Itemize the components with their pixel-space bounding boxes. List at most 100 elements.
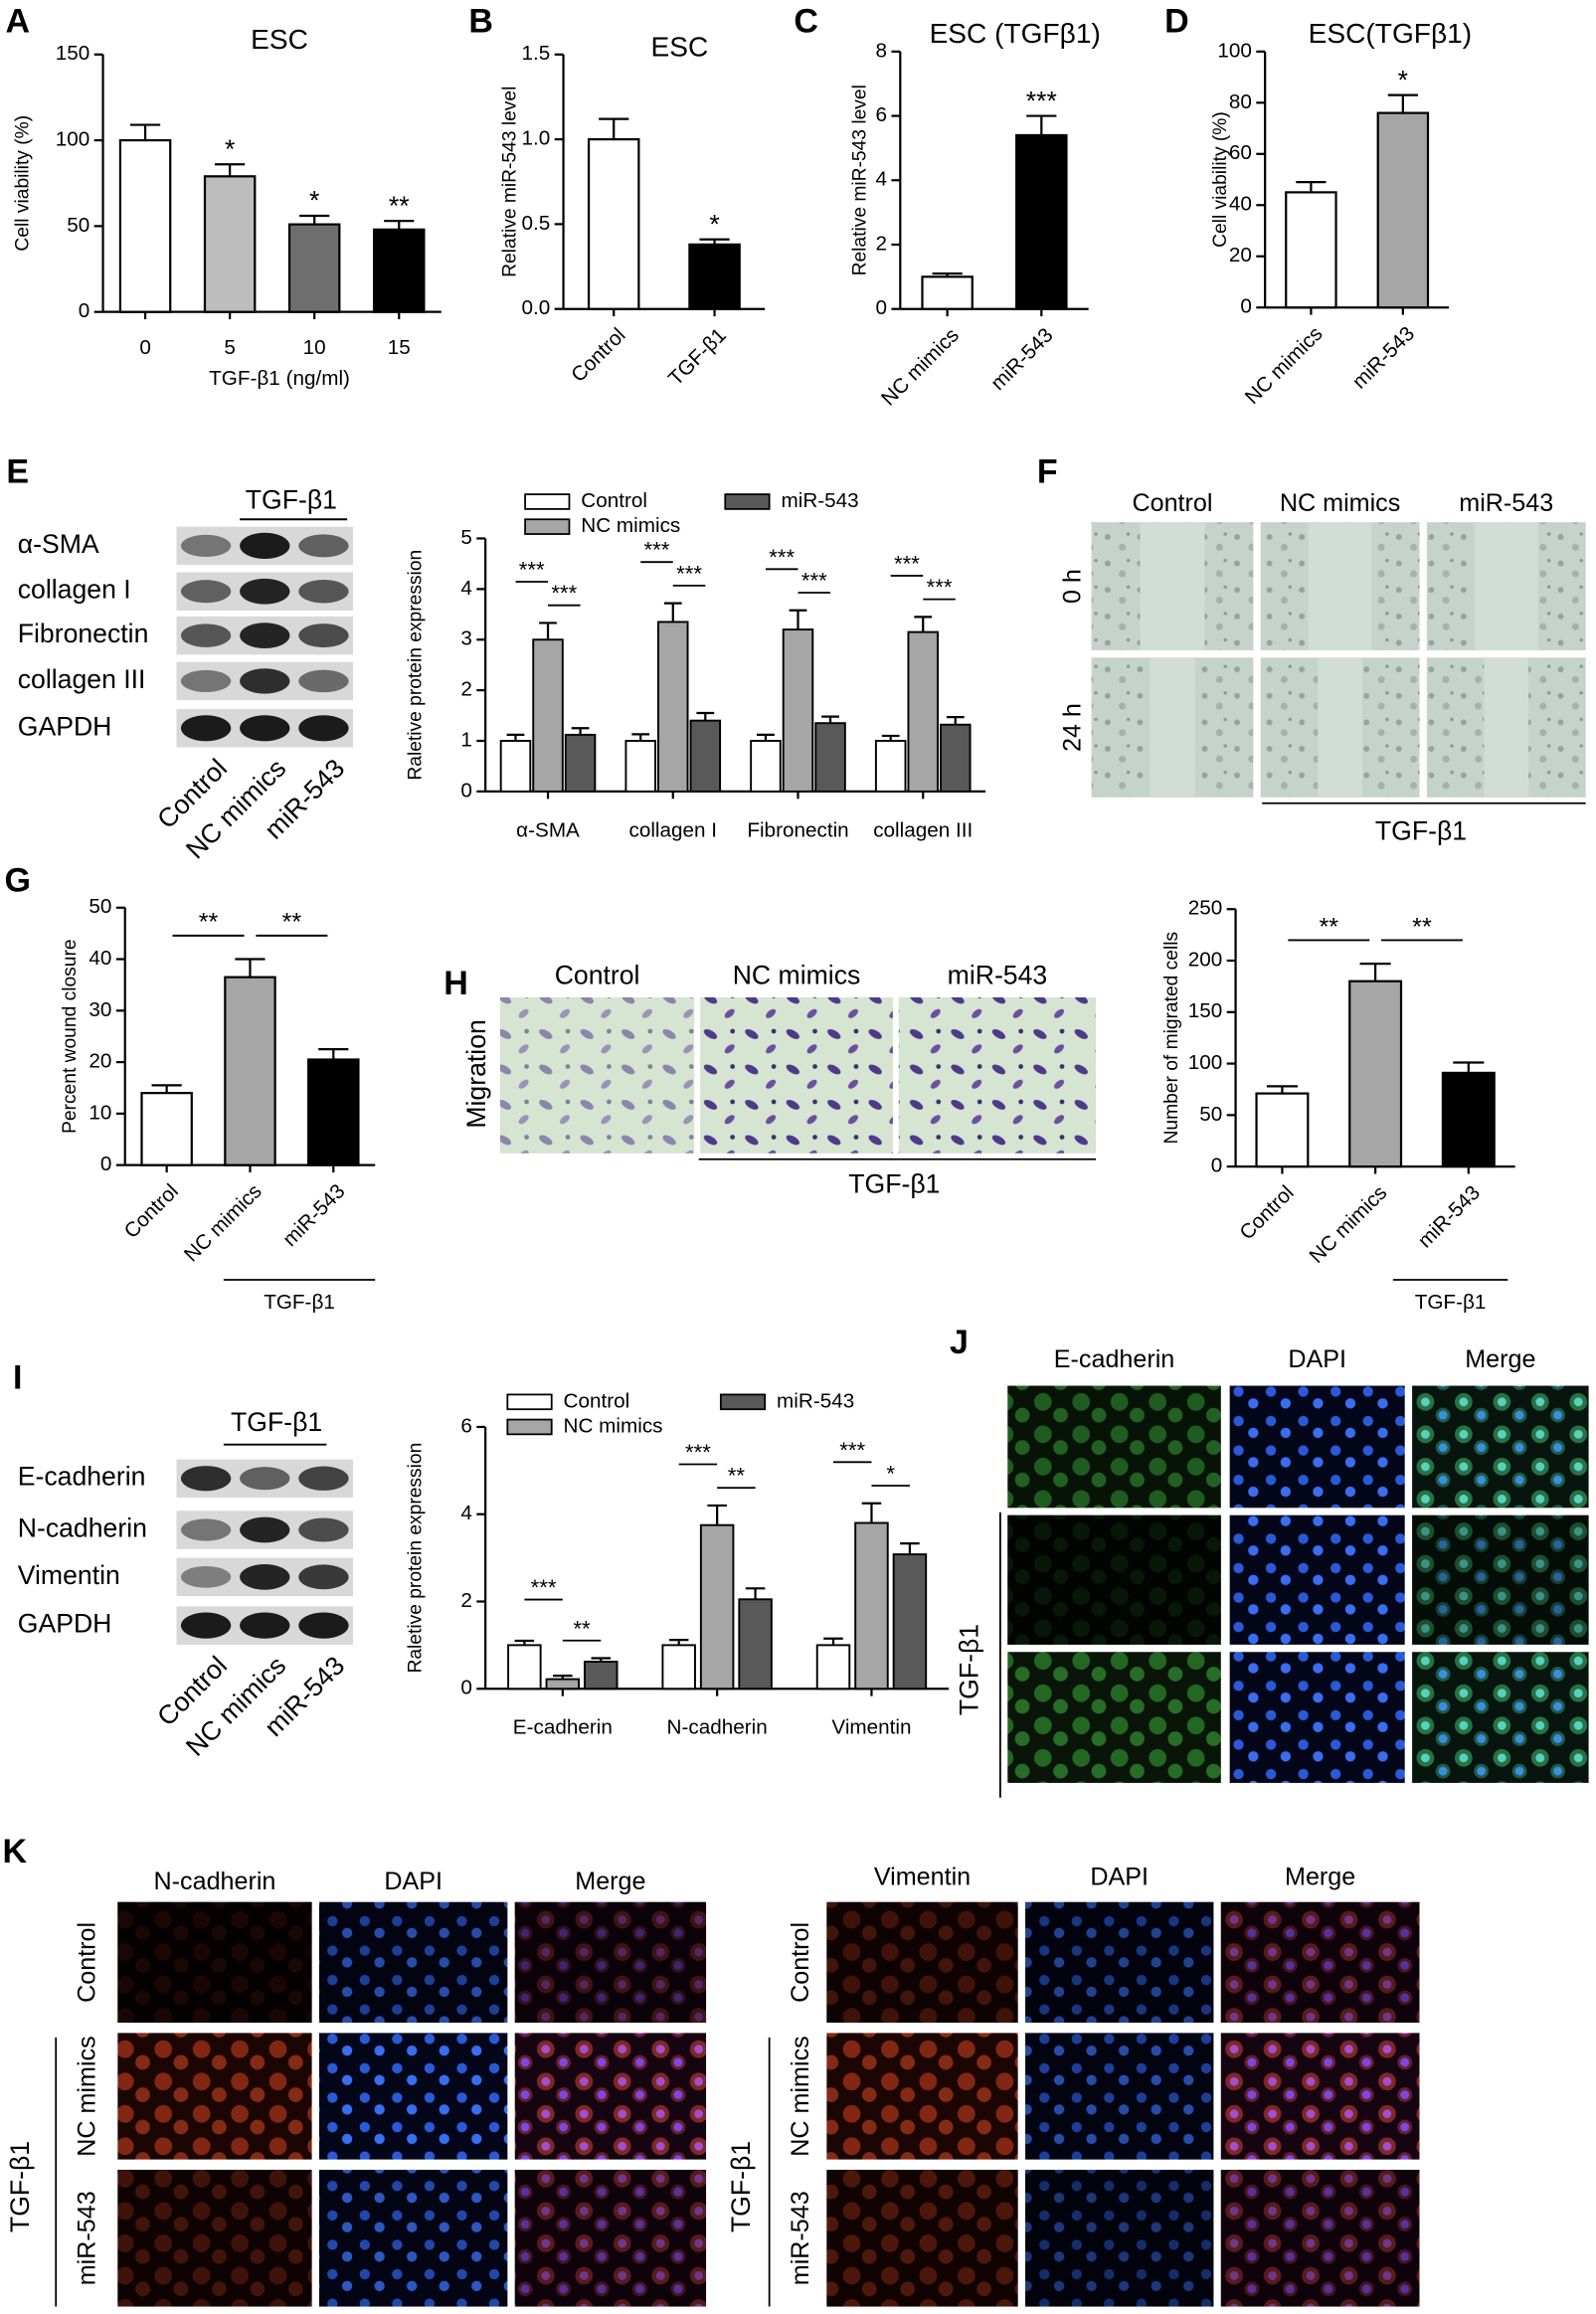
error-bar [571, 727, 590, 735]
error-bar [1296, 180, 1327, 193]
bar [624, 740, 656, 793]
micrograph-dim [1025, 1901, 1214, 2024]
micrograph [826, 2169, 1018, 2307]
panel-letter: A [5, 3, 30, 41]
significance-label: ** [728, 1464, 746, 1489]
y-tick-label: 0 [100, 1153, 112, 1175]
y-tick-label: 4 [875, 168, 887, 191]
bar [1441, 1071, 1496, 1168]
micrograph [319, 2033, 508, 2160]
row-label: NC mimics [787, 2036, 814, 2156]
error-bar [663, 602, 682, 623]
x-axis-label: TGF-β1 (ng/ml) [209, 367, 350, 390]
error-bar [1266, 1085, 1298, 1094]
error-bar [932, 272, 963, 277]
micrograph-dim [1025, 2169, 1214, 2307]
y-tick-label: 200 [1188, 948, 1223, 971]
micrograph [1025, 2033, 1214, 2160]
chart-title: ESC [251, 24, 308, 55]
x-tick-label: NC mimics [877, 324, 964, 411]
error-bar [384, 220, 415, 230]
y-tick-label: 60 [1229, 141, 1252, 164]
blot-band [240, 532, 290, 559]
blot-row-label: GAPDH [18, 711, 112, 741]
micrograph [1007, 1385, 1221, 1509]
panel-letter: J [950, 1324, 969, 1361]
blot-band [180, 1466, 232, 1492]
group-label: TGF-β1 [726, 2141, 756, 2232]
significance-label: *** [685, 1440, 711, 1465]
chart-title: ESC(TGFβ1) [1309, 18, 1472, 49]
error-bar [668, 1638, 689, 1646]
micrograph [1229, 1514, 1405, 1645]
bar [689, 719, 722, 793]
y-axis-label: Raletive protein expression [406, 1443, 427, 1674]
bar [287, 223, 341, 313]
y-tick-label: 4 [460, 1502, 472, 1524]
bar [1285, 191, 1337, 309]
bar [584, 1661, 619, 1691]
column-label: Merge [1285, 1864, 1355, 1891]
micrograph-dim [319, 2169, 508, 2307]
bar [1376, 111, 1430, 309]
row-label: Migration [461, 1019, 491, 1128]
significance-label: * [309, 186, 319, 216]
blot-header: TGF-β1 [231, 1407, 322, 1437]
significance-label: ** [199, 909, 219, 937]
significance-label: *** [894, 551, 920, 576]
group-label: TGF-β1 [954, 1624, 983, 1715]
error-bar [539, 622, 557, 640]
bar [545, 1678, 581, 1691]
error-bar [1387, 93, 1418, 113]
error-bar [699, 238, 730, 245]
row-label: Control [787, 1922, 814, 2003]
x-tick-label: 0 [139, 336, 151, 359]
bar [307, 1058, 360, 1166]
error-bar [861, 1502, 882, 1523]
x-tick-label: miR-543 [1348, 322, 1420, 394]
error-bar [823, 1637, 843, 1646]
wound-gap [1140, 522, 1205, 650]
bar [118, 138, 172, 313]
significance-label: *** [531, 1575, 557, 1600]
legend-swatch [524, 518, 571, 535]
micrograph [1220, 1901, 1420, 2024]
y-tick-label: 0 [875, 296, 887, 319]
blot-band [298, 715, 349, 742]
y-tick-label: 50 [89, 895, 111, 918]
micrograph [319, 1901, 508, 2024]
wound-gap [1308, 522, 1372, 650]
error-bar [318, 1048, 349, 1060]
blot-band [298, 1612, 349, 1639]
panel-letter: C [794, 3, 818, 41]
y-tick-label: 150 [56, 42, 90, 65]
y-tick-label: 2 [460, 1589, 472, 1612]
bar [1015, 133, 1068, 310]
error-bar [696, 711, 715, 721]
significance-label: *** [839, 1438, 865, 1463]
micrograph-overlay [499, 997, 695, 1154]
blot-band [298, 669, 349, 693]
bar [140, 1092, 193, 1166]
legend-swatch [506, 1393, 553, 1411]
group-label: TGF-β1 [264, 1291, 335, 1314]
legend-swatch [506, 1418, 553, 1436]
panel-letter: K [3, 1833, 28, 1870]
x-tick-label: E-cadherin [513, 1716, 613, 1739]
y-tick-label: 50 [67, 214, 89, 237]
error-bar [1453, 1061, 1485, 1073]
wound-gap [1484, 657, 1529, 798]
y-tick-label: 10 [89, 1101, 111, 1124]
error-bar [1026, 114, 1057, 135]
wound-gap [1150, 657, 1195, 798]
column-label: NC mimics [733, 960, 861, 989]
legend-swatch [719, 1393, 767, 1411]
micrograph-dim [514, 2169, 707, 2307]
micrograph-dim [1007, 1514, 1221, 1645]
y-tick-label: 40 [89, 947, 111, 970]
bar [203, 175, 257, 313]
blot-row-label: Vimentin [18, 1560, 120, 1590]
x-tick-label: N-cadherin [667, 1716, 768, 1739]
legend-label: miR-543 [777, 1389, 854, 1412]
